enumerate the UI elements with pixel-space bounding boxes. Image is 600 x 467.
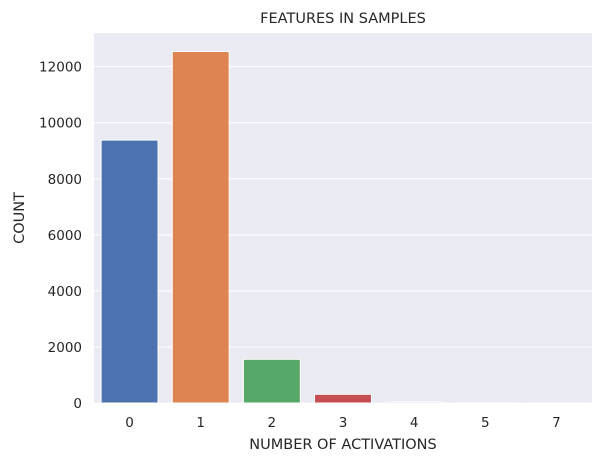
y-tick-label: 6000 [48, 228, 82, 244]
plot-area [94, 33, 592, 403]
bar-2 [243, 359, 300, 403]
y-tick-label: 8000 [48, 172, 82, 188]
y-tick-label: 0 [73, 396, 82, 412]
bar-1 [172, 52, 229, 404]
bar-0 [101, 140, 158, 403]
x-axis-label: NUMBER OF ACTIVATIONS [249, 437, 436, 453]
x-tick-label: 7 [552, 415, 561, 431]
x-tick-label: 0 [125, 415, 134, 431]
y-tick-label: 10000 [39, 116, 82, 132]
chart-title: FEATURES IN SAMPLES [260, 11, 426, 27]
x-tick-labels: 0 1 2 3 4 5 7 [125, 415, 560, 431]
x-tick-label: 2 [268, 415, 277, 431]
x-tick-label: 4 [410, 415, 419, 431]
bar-4 [386, 402, 443, 403]
bar-3 [315, 394, 372, 403]
x-tick-label: 5 [481, 415, 490, 431]
y-tick-labels: 0 2000 4000 6000 8000 10000 12000 [39, 60, 82, 412]
x-tick-label: 3 [339, 415, 348, 431]
x-tick-label: 1 [196, 415, 205, 431]
y-tick-label: 4000 [48, 284, 82, 300]
y-axis-label: COUNT [12, 192, 28, 244]
y-tick-label: 12000 [39, 60, 82, 76]
y-tick-label: 2000 [48, 340, 82, 356]
